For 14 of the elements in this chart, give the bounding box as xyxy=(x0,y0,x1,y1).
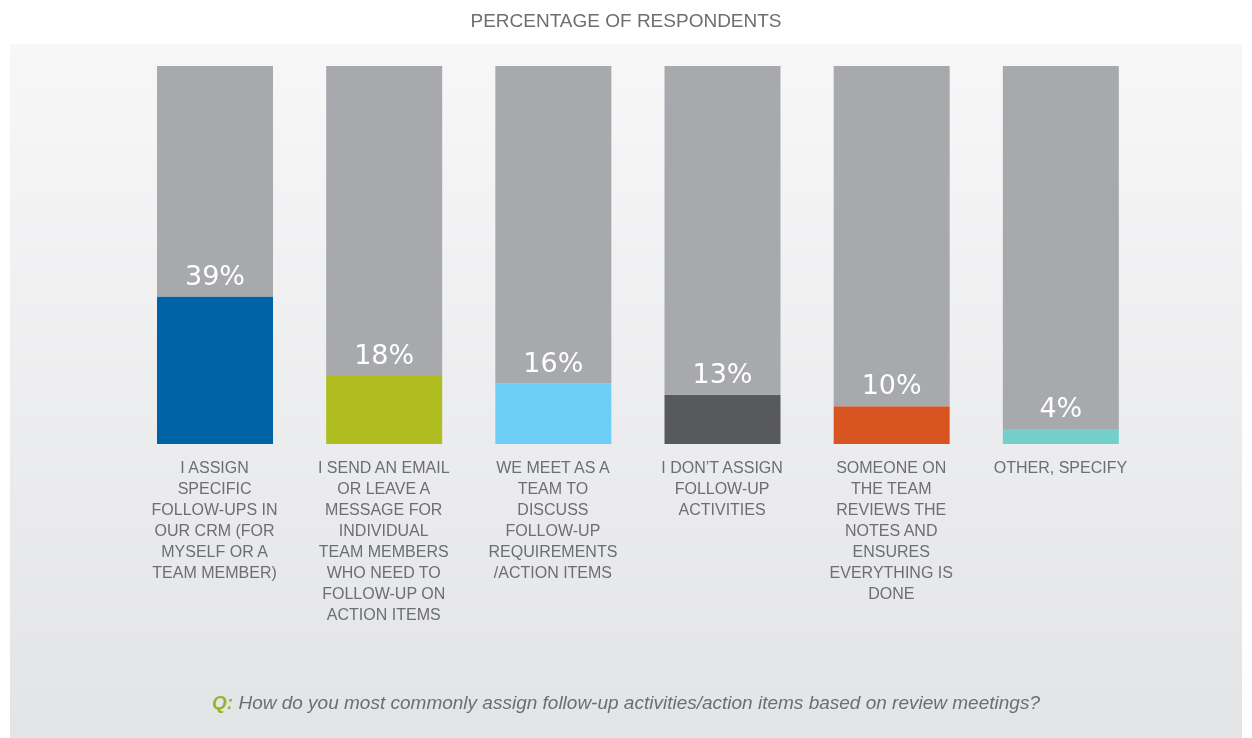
x-tick-label: OTHER, SPECIFY xyxy=(993,459,1128,477)
data-label: 18% xyxy=(354,338,415,370)
x-tick-label: WE MEET AS A TEAM TO DISCUSS FOLLOW-UP REQUIREMENTS /ACTION ITEMS xyxy=(488,459,618,582)
data-label: 10% xyxy=(861,369,922,401)
data-label: 13% xyxy=(692,357,753,389)
text: Q: How do you most commonly assign follow-up activities/action items based on review meetings? xyxy=(211,692,1041,714)
x-tick-label: SOMEONE ON THE TEAM REVIEWS THE NOTES AND ENSURES EVERYTHING IS DONE xyxy=(829,459,953,603)
x-tick-label: I SEND AN EMAIL OR LEAVE A MESSAGE FOR INDIVIDUAL TEAM MEMBERS WHO NEED TO FOLLOW-UP ON ACTION ITEMS xyxy=(317,459,450,624)
chart-title: PERCENTAGE OF RESPONDENTS xyxy=(469,10,783,32)
data-label: 16% xyxy=(523,346,584,378)
data-label: 4% xyxy=(1039,391,1083,423)
x-tick-label: I DON’T ASSIGN FOLLOW-UP ACTIVITIES xyxy=(661,459,783,519)
data-label: 39% xyxy=(184,259,246,291)
x-tick-label: I ASSIGN SPECIFIC FOLLOW-UPS IN OUR CRM (FOR MYSELF OR A TEAM MEMBER) xyxy=(151,459,278,582)
